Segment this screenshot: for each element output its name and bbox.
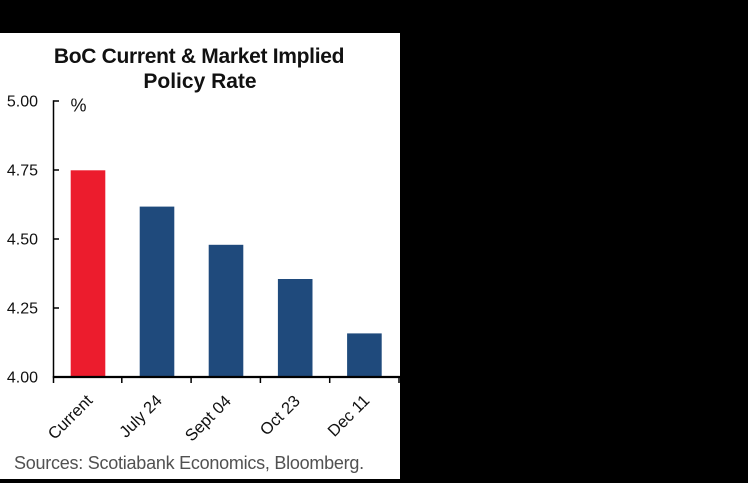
svg-text:Sources: Scotiabank Economics,: Sources: Scotiabank Economics, Bloomberg… <box>14 453 364 473</box>
svg-text:4.50: 4.50 <box>7 232 38 249</box>
svg-text:Policy Rate: Policy Rate <box>143 70 256 93</box>
svg-text:4.75: 4.75 <box>7 163 38 180</box>
svg-text:4.25: 4.25 <box>7 301 38 318</box>
svg-text:4.00: 4.00 <box>7 370 38 387</box>
svg-text:5.00: 5.00 <box>7 94 38 111</box>
svg-text:BoC Current & Market Implied: BoC Current & Market Implied <box>54 45 344 68</box>
svg-text:%: % <box>71 96 87 116</box>
